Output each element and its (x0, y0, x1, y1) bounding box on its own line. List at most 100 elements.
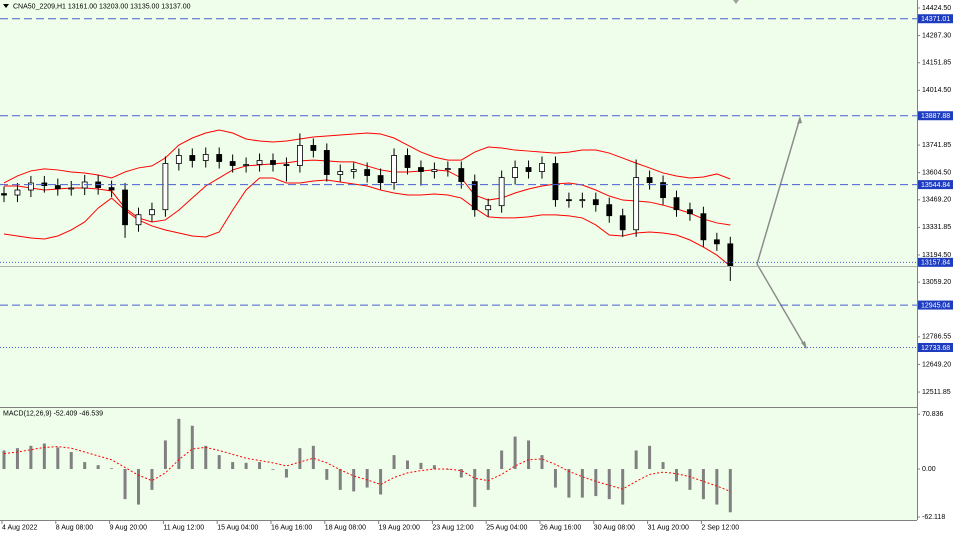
macd-bar (298, 448, 302, 470)
macd-bar (379, 469, 383, 495)
candle-body (216, 154, 223, 162)
candle-body (619, 215, 626, 231)
y-tick-label: 13331.85 (922, 224, 951, 231)
x-tick-label: 31 Aug 20:00 (648, 524, 689, 531)
candle-body (14, 189, 21, 196)
macd-bar (110, 468, 114, 470)
candle-body (135, 214, 142, 226)
candle-body (323, 150, 330, 175)
x-tick-label: 19 Aug 20:00 (379, 524, 420, 531)
macd-bar (217, 455, 221, 470)
arrow-up (756, 117, 801, 265)
y-tick-label: 14424.50 (922, 5, 951, 12)
y-tick-label: 14014.50 (922, 87, 951, 94)
macd-bar (728, 469, 732, 513)
macd-bar (432, 465, 436, 470)
candle-body (122, 189, 128, 226)
candle-body (296, 145, 303, 166)
level-label-box (918, 300, 953, 310)
x-tick-label: 25 Aug 04:00 (486, 524, 527, 531)
candle-body (256, 160, 263, 165)
y-tick-label: 13741.85 (922, 142, 951, 149)
candle-body (175, 155, 182, 164)
y-tick-label: 13469.20 (922, 197, 951, 204)
candle-body (700, 213, 707, 241)
macd-bar (688, 469, 692, 490)
macd-bar (580, 469, 584, 498)
macd-bar (500, 450, 504, 470)
candle-body (243, 164, 250, 166)
projection-arrows (733, 0, 807, 349)
candle-body (418, 167, 424, 172)
macd-bar (661, 462, 665, 470)
candle-body (539, 163, 545, 172)
scroll-marker (733, 0, 739, 4)
y-tick-label: 14151.85 (922, 60, 951, 67)
x-tick-label: 30 Aug 08:00 (594, 524, 635, 531)
macd-title: MACD(12,26,9) -52.409 -46.539 (3, 410, 103, 417)
macd-bar (338, 469, 342, 490)
macd-bar (190, 425, 194, 470)
macd-bar (311, 445, 315, 470)
candle-body (27, 182, 34, 191)
macd-bar (352, 469, 356, 492)
y-tick-label: 12511.85 (922, 389, 951, 396)
x-tick-label: 9 Aug 20:00 (110, 524, 147, 531)
macd-bar (325, 469, 329, 480)
y-tick-label: 70.836 (922, 411, 944, 418)
candle-body (162, 163, 169, 211)
candle-body (660, 182, 666, 199)
macd-bar (271, 469, 275, 470)
candle-body (592, 199, 599, 206)
level-label: 13544.84 (921, 182, 950, 189)
macd-bar (150, 469, 154, 490)
candle-body (189, 155, 196, 161)
level-label: 13887.88 (921, 113, 950, 120)
x-tick-label: 16 Aug 16:00 (271, 524, 312, 531)
plot-background (0, 0, 917, 520)
macd-bar (419, 462, 423, 470)
chart-title: CNA50_2209,H1 13161.00 13203.00 13135.00… (13, 3, 191, 10)
macd-bar (365, 469, 369, 488)
candle-body (552, 163, 559, 201)
x-tick-label: 11 Aug 12:00 (163, 524, 204, 531)
macd-bar (163, 440, 167, 470)
macd-bar (473, 469, 477, 507)
x-tick-label: 4 Aug 2022 (2, 524, 38, 531)
candle-body (364, 169, 371, 176)
candle-body (202, 154, 209, 161)
level-label-box (918, 343, 953, 353)
level-label: 12945.04 (921, 302, 950, 309)
candle-body (458, 168, 465, 182)
candle-body (633, 177, 640, 231)
level-label-box (918, 257, 953, 267)
macd-bar (83, 462, 87, 470)
level-label: 14371.01 (921, 16, 950, 23)
candle-body (283, 164, 290, 166)
candle-body (108, 187, 115, 191)
candle-body (498, 177, 505, 207)
candle-body (687, 209, 693, 215)
candle-body (471, 181, 478, 211)
candle-body (525, 167, 532, 172)
macd-bar (553, 469, 557, 488)
macd-bar (567, 469, 571, 498)
menu-icon[interactable] (3, 4, 9, 8)
y-tick-label: 13194.50 (922, 252, 951, 259)
level-label: 12733.68 (921, 345, 950, 352)
y-tick-label: 12649.20 (922, 361, 951, 368)
macd-bar (29, 445, 33, 470)
candle-body (229, 161, 236, 166)
candle-body (444, 168, 451, 170)
y-tick-label: 14287.30 (922, 32, 951, 39)
macd-bar (15, 448, 19, 470)
macd-bar (42, 443, 46, 470)
candle-body (646, 177, 653, 183)
macd-bar (284, 469, 288, 478)
macd-bar (459, 469, 463, 478)
candle-body (54, 185, 61, 190)
macd-bar (177, 418, 181, 470)
macd-bar (634, 450, 638, 470)
candle-body (431, 169, 438, 172)
